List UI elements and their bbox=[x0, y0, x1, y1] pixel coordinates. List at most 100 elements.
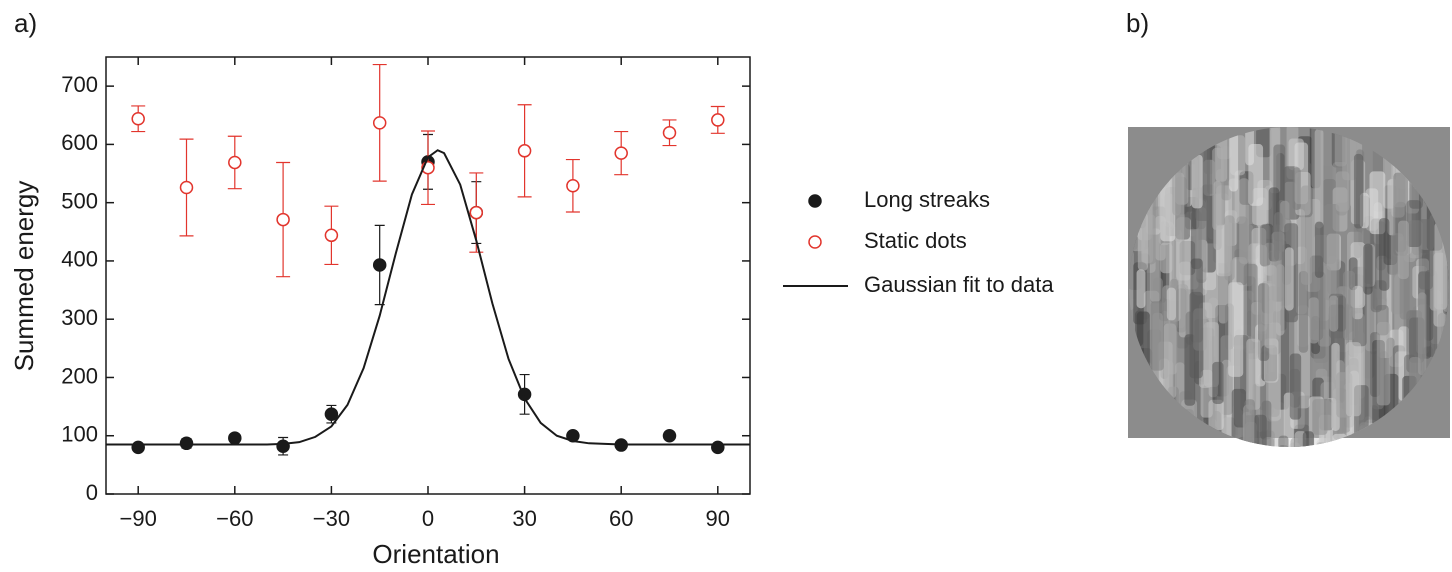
streak bbox=[1194, 432, 1209, 447]
y-tick-label: 300 bbox=[61, 305, 98, 330]
streak bbox=[1276, 448, 1286, 525]
streak bbox=[1278, 445, 1289, 447]
streak bbox=[1136, 269, 1146, 309]
streak bbox=[1432, 450, 1442, 510]
y-tick-label: 600 bbox=[61, 130, 98, 155]
streak bbox=[1345, 342, 1362, 417]
streak bbox=[1166, 287, 1176, 321]
streak bbox=[1440, 441, 1449, 447]
y-tick-label: 400 bbox=[61, 247, 98, 272]
streak bbox=[1358, 443, 1374, 447]
stimulus-image bbox=[1129, 127, 1449, 525]
data-point bbox=[228, 431, 242, 445]
streak bbox=[1376, 321, 1391, 406]
x-tick-label: 0 bbox=[422, 506, 434, 531]
data-point bbox=[131, 440, 145, 455]
streak bbox=[1228, 441, 1243, 447]
data-point bbox=[614, 146, 628, 160]
streak bbox=[1413, 436, 1427, 447]
streak bbox=[1160, 169, 1176, 242]
x-tick-label: 30 bbox=[512, 506, 536, 531]
x-tick-label: −60 bbox=[216, 506, 253, 531]
streak bbox=[1314, 221, 1324, 278]
data-point bbox=[179, 180, 194, 195]
streak bbox=[1349, 436, 1365, 447]
streak bbox=[1363, 243, 1373, 295]
streak bbox=[1244, 399, 1255, 447]
streak bbox=[1243, 263, 1258, 354]
streak bbox=[1274, 212, 1283, 261]
streak bbox=[1379, 218, 1390, 291]
data-point bbox=[179, 436, 194, 451]
streak bbox=[1212, 361, 1224, 404]
streak bbox=[1183, 437, 1197, 447]
data-point bbox=[372, 258, 387, 272]
data-point bbox=[131, 112, 145, 126]
panel-label: b) bbox=[1126, 8, 1149, 38]
data-point bbox=[566, 179, 580, 193]
streak bbox=[1260, 445, 1270, 447]
streak bbox=[1406, 200, 1422, 248]
streak bbox=[1248, 144, 1264, 206]
streak bbox=[1243, 441, 1259, 447]
data-point bbox=[517, 144, 532, 158]
streak bbox=[1289, 442, 1301, 447]
streak bbox=[1163, 323, 1177, 399]
streak bbox=[1289, 353, 1302, 420]
streak bbox=[1353, 153, 1364, 229]
streak bbox=[1217, 432, 1227, 447]
streak bbox=[1254, 414, 1267, 447]
streak bbox=[1129, 443, 1138, 447]
data-point bbox=[711, 113, 725, 127]
data-point bbox=[276, 212, 290, 227]
streak bbox=[1269, 402, 1285, 447]
legend-label: Long streaks bbox=[864, 187, 990, 212]
x-axis-label: Orientation bbox=[372, 539, 499, 569]
streak bbox=[1298, 271, 1309, 353]
streak bbox=[1343, 270, 1356, 341]
streak bbox=[1302, 431, 1315, 447]
legend-label: Gaussian fit to data bbox=[864, 272, 1054, 297]
streak bbox=[1414, 437, 1430, 447]
data-point bbox=[711, 440, 725, 455]
streak bbox=[1300, 185, 1312, 285]
y-tick-label: 100 bbox=[61, 422, 98, 447]
streak bbox=[1379, 431, 1394, 447]
streak bbox=[1264, 265, 1277, 349]
legend-marker bbox=[808, 235, 822, 249]
panel-label: a) bbox=[14, 8, 37, 38]
streak bbox=[1163, 441, 1176, 447]
streak bbox=[1442, 424, 1449, 447]
streak bbox=[1292, 167, 1301, 211]
streak bbox=[1308, 297, 1319, 344]
streak bbox=[1448, 445, 1449, 447]
streak bbox=[1191, 154, 1203, 209]
streak bbox=[1259, 224, 1271, 267]
data-point bbox=[372, 116, 387, 130]
fit-curve bbox=[106, 149, 750, 446]
streak bbox=[1315, 442, 1327, 447]
y-tick-label: 200 bbox=[61, 363, 98, 388]
streak bbox=[1129, 434, 1138, 447]
data-point bbox=[469, 205, 484, 220]
streak bbox=[1284, 247, 1294, 311]
streak bbox=[1129, 250, 1134, 311]
data-point bbox=[324, 228, 339, 243]
streak bbox=[1399, 443, 1415, 447]
streak bbox=[1189, 291, 1203, 379]
streak bbox=[1329, 295, 1339, 332]
streak bbox=[1213, 180, 1222, 251]
y-tick-label: 700 bbox=[61, 72, 98, 97]
streak bbox=[1312, 399, 1328, 435]
streak bbox=[1160, 242, 1173, 274]
streak bbox=[1228, 282, 1244, 377]
streak bbox=[1151, 448, 1161, 515]
streak bbox=[1150, 301, 1164, 371]
x-tick-label: 90 bbox=[706, 506, 730, 531]
y-tick-label: 0 bbox=[86, 480, 98, 505]
plot-frame bbox=[105, 56, 751, 495]
streak bbox=[1278, 435, 1289, 447]
streak bbox=[1335, 171, 1350, 212]
